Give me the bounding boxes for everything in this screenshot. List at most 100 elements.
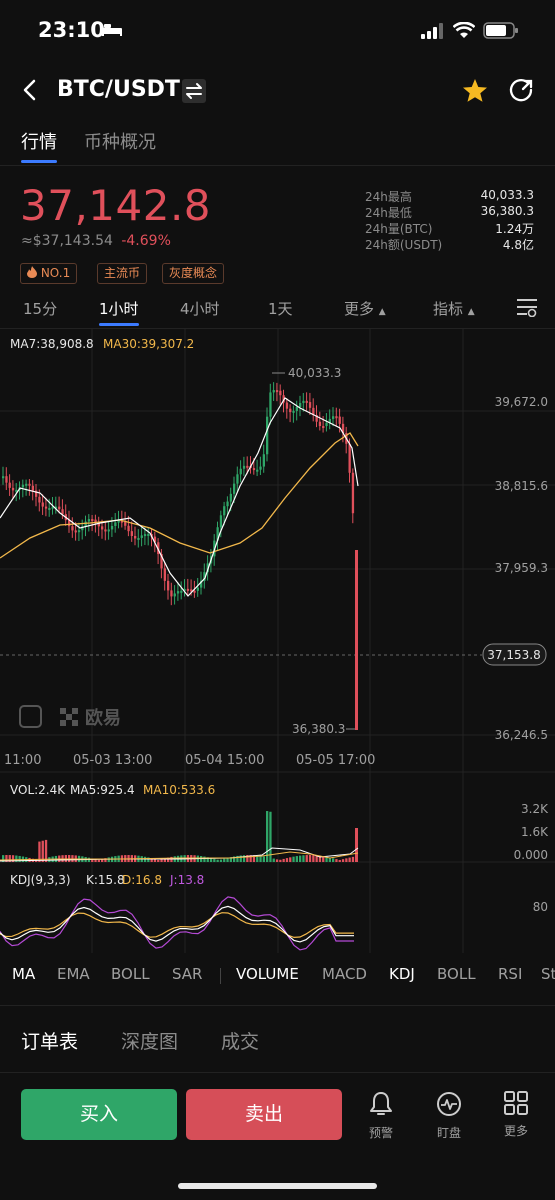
candle-body [233,483,236,494]
indicator-kdj[interactable]: KDJ [389,965,415,983]
indicator-sar[interactable]: SAR [172,965,203,983]
ma30-line [0,432,359,559]
buy-button[interactable]: 买入 [21,1089,177,1140]
volume-bar [167,857,170,862]
candle-body [28,483,31,486]
kdj-k: K:15.8 [86,873,125,887]
candle-body [147,534,150,537]
interval-1h[interactable]: 1小时 [99,300,139,318]
candle-body [77,530,81,533]
more-button[interactable]: 更多 [496,1090,536,1139]
interval-4h[interactable]: 4小时 [180,300,220,318]
star-favorite-icon[interactable] [462,78,488,103]
tab-market[interactable]: 行情 [21,132,57,153]
candle-body [312,407,315,416]
indicator-boll[interactable]: BOLL [111,965,150,983]
share-icon[interactable] [508,77,534,103]
candle-body [318,421,322,427]
volume-bar [239,855,242,862]
candle-body [176,591,180,594]
price-usd: ≈$37,143.54 [21,233,113,249]
volume-bar [318,855,322,862]
candle-body [2,476,5,479]
status-bar: 23:10 [0,0,555,62]
candle-body [21,484,25,488]
indicator-menu[interactable]: 指标 ▲ [433,298,475,319]
volume-bar [91,858,94,862]
candle-body [41,502,44,507]
pulse-icon [437,1092,461,1116]
volume-bar [252,855,256,862]
price-change: -4.69% [121,233,171,249]
volume-bar [94,859,97,862]
volume-bar [292,856,295,862]
candle-body [196,587,199,591]
volume-bar [285,858,289,862]
indicator-menu-label: 指标 [433,300,464,318]
volume-bar [325,856,328,862]
candle-body [130,531,133,536]
candle-body [229,493,232,502]
tag-rank[interactable]: NO.1 [20,263,78,284]
tab-order-book[interactable]: 订单表 [21,1031,79,1053]
candle-body [338,416,341,424]
candle-body [124,521,127,526]
interval-more[interactable]: 更多 ▲ [344,298,386,319]
indicator-macd[interactable]: MACD [322,965,367,983]
candle-body [292,410,295,413]
indicator-stoch[interactable]: St [541,965,555,983]
volume-bar [209,857,213,862]
candle-body [44,506,48,509]
watch-button[interactable]: 盯盘 [429,1090,469,1141]
candlestick-chart[interactable]: MA7:38,908.8 MA30:39,307.2 39,672.0 38,8… [0,328,555,953]
candle-body [295,407,298,411]
interval-1d[interactable]: 1天 [268,300,293,318]
candle-body [35,490,38,497]
volume-bar [299,855,302,862]
interval-underline [99,323,139,326]
candle-body [11,487,15,491]
price-sub: ≈$37,143.54 -4.69% [21,233,171,249]
alert-button[interactable]: 预警 [361,1090,401,1141]
candle-body [275,390,279,393]
volume-bar [8,855,11,862]
indicator-rsi[interactable]: RSI [498,965,523,983]
candle-body [282,395,285,403]
volume-bar [104,858,107,862]
volume-bar [322,856,325,862]
stat-value-low: 36,380.3 [480,204,534,218]
candle-body [31,485,34,491]
volume-bar [236,855,239,862]
indicator-boll-sub[interactable]: BOLL [437,965,476,983]
bell-icon [370,1092,392,1115]
candle-body [193,590,196,593]
volume-bar [107,857,110,862]
swap-pair-button[interactable] [182,79,206,103]
volume-bar [5,855,8,862]
back-icon[interactable] [22,79,38,101]
stat-value-volume: 1.24万 [495,222,534,236]
candle-body [272,390,275,393]
tag-mainstream[interactable]: 主流币 [97,263,148,284]
candle-body [163,568,166,581]
pair-title[interactable]: BTC/USDT [57,77,180,102]
sell-button[interactable]: 卖出 [186,1089,342,1140]
chart-settings-icon[interactable] [516,297,538,317]
tab-depth-chart[interactable]: 深度图 [121,1031,179,1053]
fire-icon [27,266,37,278]
candle-body [140,535,143,538]
vol-axis-label: 3.2K [521,802,549,816]
volume-bar [219,859,223,862]
indicator-ma[interactable]: MA [12,965,36,983]
tab-coin-overview[interactable]: 币种概况 [84,132,156,153]
volume-bar [295,856,298,862]
candle-body [355,550,358,730]
tab-trades[interactable]: 成交 [221,1031,260,1053]
candle-body [137,537,140,540]
indicator-ema[interactable]: EMA [57,965,90,983]
indicator-volume[interactable]: VOLUME [236,965,299,983]
battery-icon [483,22,518,39]
volume-bar [15,855,18,862]
tag-grayscale[interactable]: 灰度概念 [162,263,225,284]
interval-15m[interactable]: 15分 [23,300,58,318]
